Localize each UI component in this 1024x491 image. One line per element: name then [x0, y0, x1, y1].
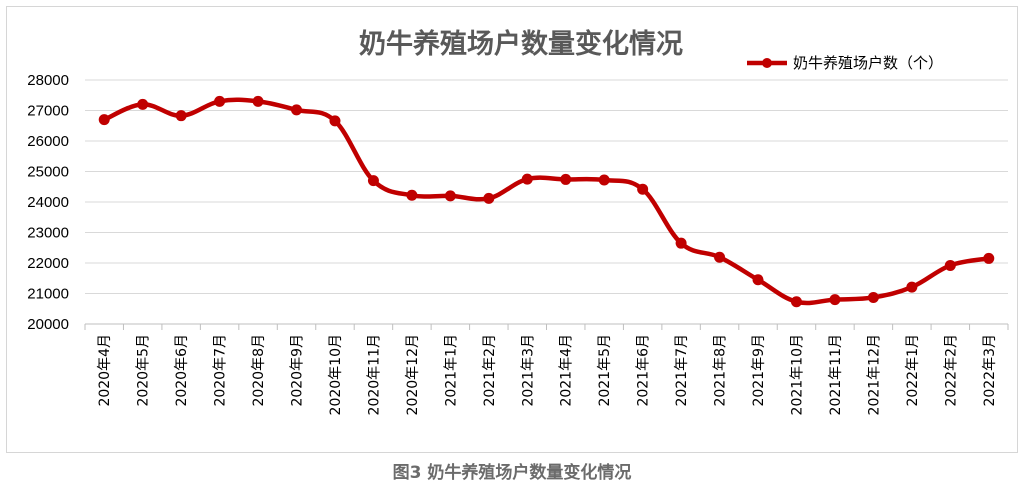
data-point	[214, 95, 226, 107]
x-tick-label: 2021年6月	[636, 334, 652, 407]
x-tick-label: 2020年10月	[328, 334, 344, 415]
x-tick-label: 2021年12月	[866, 334, 882, 415]
data-point	[560, 173, 572, 185]
data-point	[444, 190, 456, 202]
data-point	[829, 294, 841, 306]
x-tick-label: 2021年2月	[482, 334, 498, 407]
gridlines	[84, 79, 1009, 330]
x-tick-label: 2020年5月	[136, 334, 152, 407]
x-tick-label: 2022年3月	[982, 334, 998, 407]
y-tick-label: 21000	[27, 286, 69, 303]
legend-label: 奶牛养殖场户数（个）	[793, 54, 943, 72]
chart-frame: 20000 21000 22000 23000 24000 25000 26000 27000…	[6, 6, 1018, 453]
data-point	[406, 189, 418, 201]
x-tick-label: 2021年3月	[520, 334, 536, 407]
x-tick-label: 2022年2月	[943, 334, 959, 407]
chart-title: 奶牛养殖场户数量变化情况	[359, 28, 683, 60]
x-tick-label: 2021年9月	[751, 334, 767, 407]
y-tick-label: 22000	[27, 255, 69, 272]
y-tick-label: 20000	[27, 316, 69, 333]
x-tick-label: 2021年11月	[828, 334, 844, 415]
x-tick-label: 2020年11月	[366, 334, 382, 415]
x-tick-label: 2021年10月	[789, 334, 805, 415]
data-point	[137, 98, 149, 110]
x-tick-label: 2020年9月	[290, 334, 306, 407]
data-point	[637, 183, 649, 195]
y-tick-label: 27000	[27, 103, 69, 120]
data-point	[329, 115, 341, 127]
data-point	[867, 291, 879, 303]
x-tick-label: 2021年8月	[713, 334, 729, 407]
y-axis-tick-labels: 20000 21000 22000 23000 24000 25000 26000 27000…	[27, 72, 69, 333]
x-tick-label: 2021年1月	[443, 334, 459, 407]
x-axis-tick-labels: 2020年4月 2020年5月 2020年6月 2020年7月 2020年8月 2020年…	[97, 334, 998, 415]
legend: 奶牛养殖场户数（个）	[747, 54, 943, 72]
y-tick-label: 26000	[27, 133, 69, 150]
figure-caption: 图3 奶牛养殖场户数量变化情况	[392, 463, 632, 483]
x-tick-label: 2020年6月	[174, 334, 190, 407]
x-tick-label: 2020年7月	[213, 334, 229, 407]
data-point	[252, 95, 264, 107]
data-point	[291, 104, 303, 116]
x-tick-label: 2021年5月	[597, 334, 613, 407]
x-tick-label: 2020年8月	[251, 334, 267, 407]
data-point	[983, 252, 995, 264]
data-point	[675, 237, 687, 249]
y-tick-label: 25000	[27, 164, 69, 181]
data-point	[483, 192, 495, 204]
data-point	[175, 110, 187, 122]
x-tick-label: 2020年4月	[97, 334, 113, 407]
data-point	[944, 259, 956, 271]
data-point	[367, 175, 379, 187]
data-point	[714, 251, 726, 263]
x-tick-label: 2022年1月	[905, 334, 921, 407]
line-chart: 20000 21000 22000 23000 24000 25000 26000 27000…	[27, 28, 1009, 415]
x-tick-label: 2021年7月	[674, 334, 690, 407]
x-tick-label: 2020年12月	[405, 334, 421, 415]
y-tick-label: 23000	[27, 225, 69, 242]
data-point	[790, 296, 802, 308]
data-point	[598, 174, 610, 186]
x-tick-label: 2021年4月	[559, 334, 575, 407]
legend-marker-swatch	[762, 58, 772, 68]
data-point	[521, 173, 533, 185]
series-layer	[98, 95, 995, 308]
y-tick-label: 28000	[27, 72, 69, 89]
data-point	[906, 281, 918, 293]
data-point	[98, 114, 110, 126]
series-line	[103, 97, 990, 306]
data-point	[752, 274, 764, 286]
y-tick-label: 24000	[27, 194, 69, 211]
